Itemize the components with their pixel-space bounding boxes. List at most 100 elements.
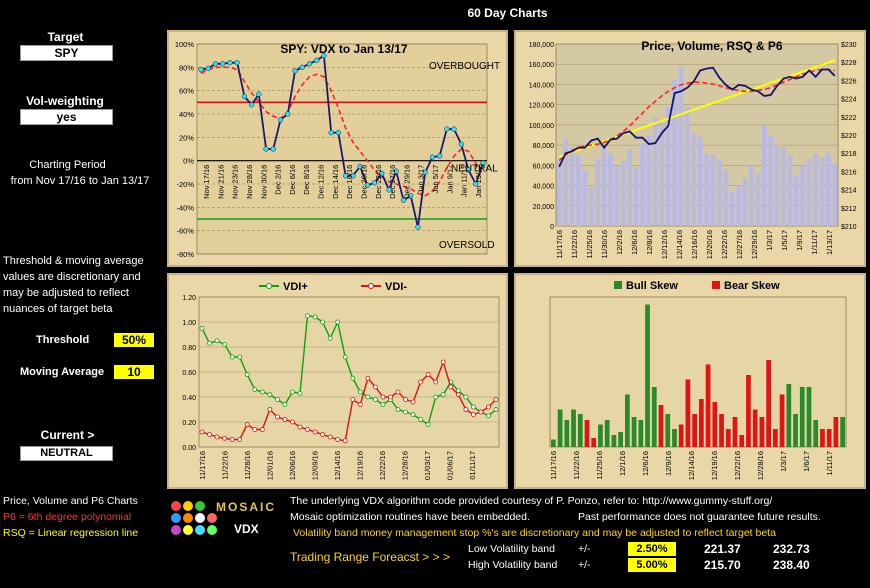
y-tick-label: 1.00 — [182, 320, 196, 327]
series-point — [372, 397, 378, 402]
footer-credit: The underlying VDX algorithm code provid… — [290, 495, 773, 507]
low-band-pct[interactable]: 2.50% — [628, 542, 676, 556]
volume-bar — [569, 147, 575, 226]
y-tick-label: 0.20 — [182, 420, 196, 427]
vdx-point — [480, 160, 486, 166]
price-volume-chart: 180,000 160,000 140,000 120,000 100,000 80,00… — [529, 39, 857, 259]
x-tick-label: Dec 29/16 — [402, 165, 411, 199]
volume-bar — [691, 132, 697, 226]
footer-volatility-note: Volatility band money management stop %'… — [293, 527, 776, 539]
p6-line — [558, 68, 835, 162]
threshold-field[interactable]: 50% — [114, 333, 154, 347]
bear-skew-bar — [746, 375, 751, 447]
x-tick-label: 12/2/16 — [615, 230, 624, 255]
series-point — [199, 325, 205, 331]
series-point — [244, 422, 250, 427]
series-point — [335, 437, 341, 442]
high-band-pm: +/- — [578, 559, 591, 571]
bull-skew-bar — [577, 414, 583, 447]
series-point — [259, 427, 265, 432]
vdx-point — [436, 153, 443, 159]
x-tick-label: 11/17/16 — [555, 230, 564, 259]
x-tick-label: 12/28/16 — [756, 451, 765, 480]
bear-skew-bar — [766, 360, 771, 447]
bear-skew-bar — [773, 429, 778, 447]
legend-label-vdi-minus: VDI- — [385, 281, 407, 293]
series-point — [259, 389, 265, 395]
series-point — [357, 389, 363, 395]
bear-skew-bar — [779, 394, 785, 447]
series-point — [320, 432, 326, 437]
target-label: Target — [47, 30, 84, 44]
bull-skew-bar — [557, 409, 563, 447]
vol-weighting-field[interactable]: yes — [20, 109, 113, 125]
volume-bar — [608, 153, 613, 226]
vdx-point — [458, 141, 464, 147]
bear-skew-bar — [699, 399, 704, 447]
vdx-point — [256, 91, 262, 97]
bear-skew-bar — [678, 424, 684, 447]
vdx-point — [415, 224, 421, 230]
volume-bar — [582, 170, 588, 226]
low-band-label: Low Volatility band — [468, 543, 555, 555]
footer-disclaimer: Past performance does not guarantee futu… — [578, 511, 821, 523]
vol-weighting-label: Vol-weighting — [26, 94, 104, 108]
high-band-pct[interactable]: 5.00% — [628, 558, 676, 572]
target-field[interactable]: SPY — [20, 45, 113, 61]
high-band-label: High Volatility band — [468, 559, 558, 571]
x-tick-label: Nov 21/16 — [216, 165, 225, 199]
volume-bar — [819, 157, 825, 226]
volume-bar — [652, 116, 658, 226]
logo-dot — [183, 513, 193, 523]
x-tick-label: 11/30/16 — [600, 230, 609, 259]
vdx-point — [212, 61, 219, 67]
bear-skew-bar — [820, 429, 825, 447]
x-tick-label: 11/25/16 — [585, 230, 594, 259]
y-tick-label: 0.40 — [182, 395, 196, 402]
x-tick-label: 11/17/16 — [198, 451, 207, 480]
bear-skew-bar — [732, 417, 738, 447]
chart-title: SPY: VDX to Jan 13/17 — [280, 42, 407, 56]
vdx-point — [306, 61, 313, 67]
volume-bar — [755, 173, 761, 226]
price-chart-panel: 180,000 160,000 140,000 120,000 100,000 80,00… — [514, 30, 866, 267]
x-tick-label: 12/09/16 — [311, 451, 320, 480]
x-tick-label: 1/5/17 — [780, 230, 789, 251]
bear-skew-bar — [591, 438, 597, 447]
x-tick-label: 12/14/16 — [675, 230, 684, 259]
series-point — [229, 437, 235, 442]
x-tick-label: 12/22/16 — [720, 230, 729, 259]
series-line — [201, 314, 497, 426]
legend-swatch-bull — [614, 281, 622, 289]
x-tick-label: 11/22/16 — [570, 230, 579, 259]
price-line — [558, 66, 836, 168]
logo-dot — [171, 513, 181, 523]
volume-bar — [659, 122, 665, 226]
x-tick-label: Dec 14/16 — [331, 165, 340, 199]
x-tick-label: 01/11/17 — [468, 451, 477, 480]
vdx-line — [200, 54, 484, 228]
volume-bar — [678, 67, 684, 226]
volume-bar — [723, 169, 729, 226]
chart-title: Price, Volume, RSQ & P6 — [641, 39, 782, 53]
y-right-tick-label: $214 — [841, 188, 857, 195]
charting-period-label: Charting Period — [29, 159, 106, 171]
series-point — [290, 419, 295, 425]
vdx-point — [205, 65, 211, 72]
vdx-point — [335, 130, 342, 136]
volume-bar — [806, 159, 812, 226]
vdx-point — [241, 93, 248, 100]
vdx-point — [357, 163, 363, 170]
volume-bar — [595, 159, 601, 226]
threshold-label: Threshold — [36, 334, 90, 346]
vdx-point — [321, 53, 327, 59]
x-tick-label: 12/14/16 — [687, 451, 696, 480]
series-line — [201, 359, 497, 442]
series-point — [380, 402, 386, 407]
y-left-tick-label: 180,000 — [529, 42, 554, 49]
y-right-tick-label: $220 — [841, 133, 857, 140]
y-tick-label: 0.00 — [182, 445, 196, 452]
series-point — [350, 397, 356, 402]
moving-average-field[interactable]: 10 — [114, 365, 154, 379]
volume-bar — [563, 139, 569, 226]
